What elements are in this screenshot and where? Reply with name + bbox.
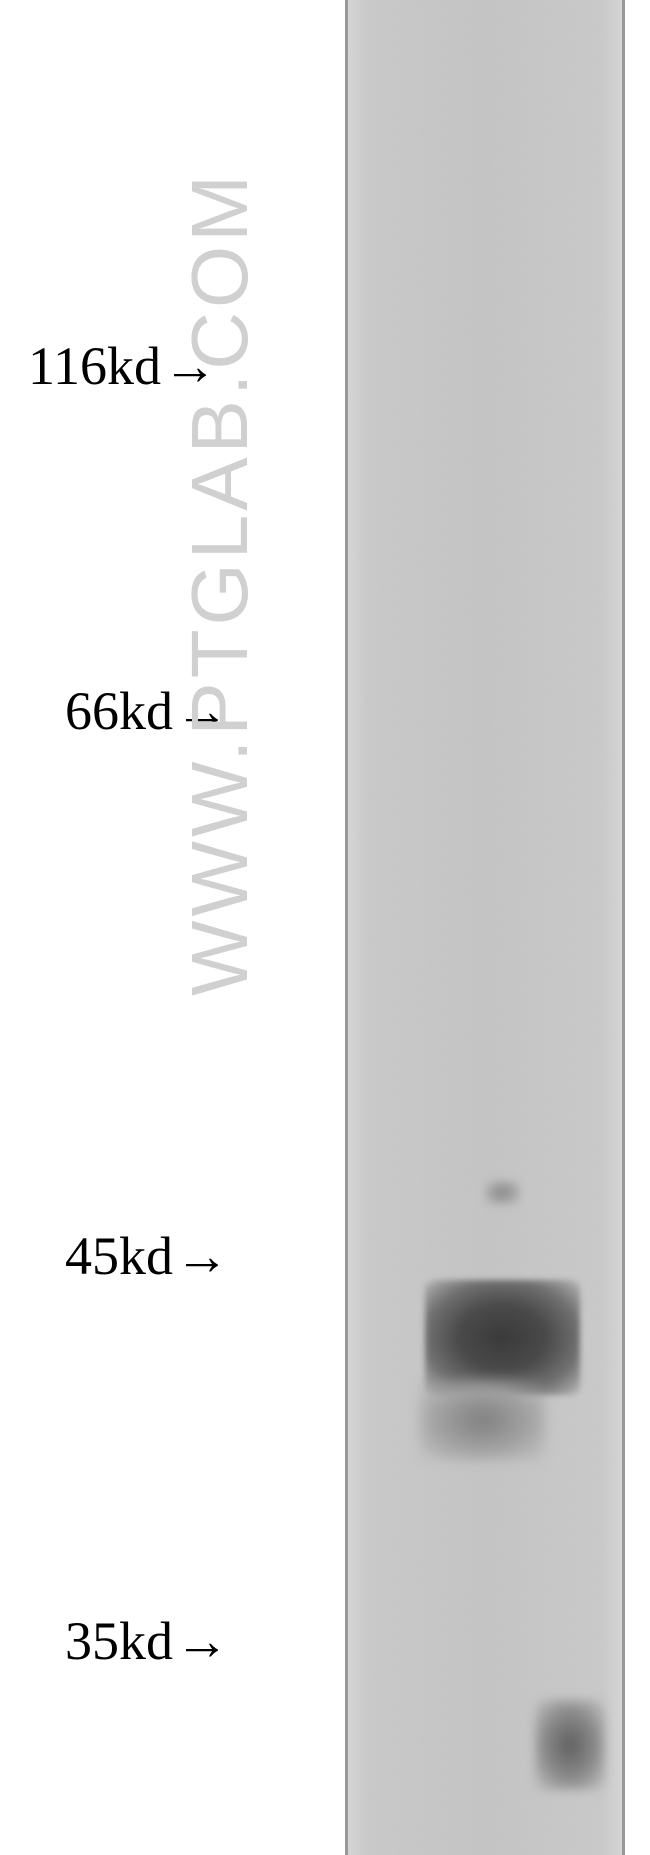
blot-band-primary bbox=[425, 1280, 580, 1395]
lane-texture bbox=[345, 0, 625, 1855]
lane-edge bbox=[622, 0, 625, 1855]
mw-marker-45: 45kd→ bbox=[65, 1225, 229, 1287]
blot-band-bottom bbox=[535, 1700, 605, 1790]
blot-band-smear bbox=[420, 1380, 545, 1460]
watermark-text: WWW.PTGLAB.COM bbox=[174, 171, 266, 996]
marker-value: 35kd bbox=[65, 1611, 173, 1671]
blot-lane bbox=[345, 0, 625, 1855]
marker-value: 45kd bbox=[65, 1226, 173, 1286]
arrow-icon: → bbox=[175, 1225, 229, 1287]
arrow-icon: → bbox=[175, 1610, 229, 1672]
lane-edge bbox=[345, 0, 348, 1855]
western-blot-image: 116kd → 66kd → 45kd→ 35kd→ WWW.PTGLAB.COM bbox=[0, 0, 650, 1855]
marker-value: 116kd bbox=[28, 336, 161, 396]
mw-marker-35: 35kd→ bbox=[65, 1610, 229, 1672]
marker-value: 66kd bbox=[65, 681, 173, 741]
blot-band-faint bbox=[485, 1180, 520, 1205]
